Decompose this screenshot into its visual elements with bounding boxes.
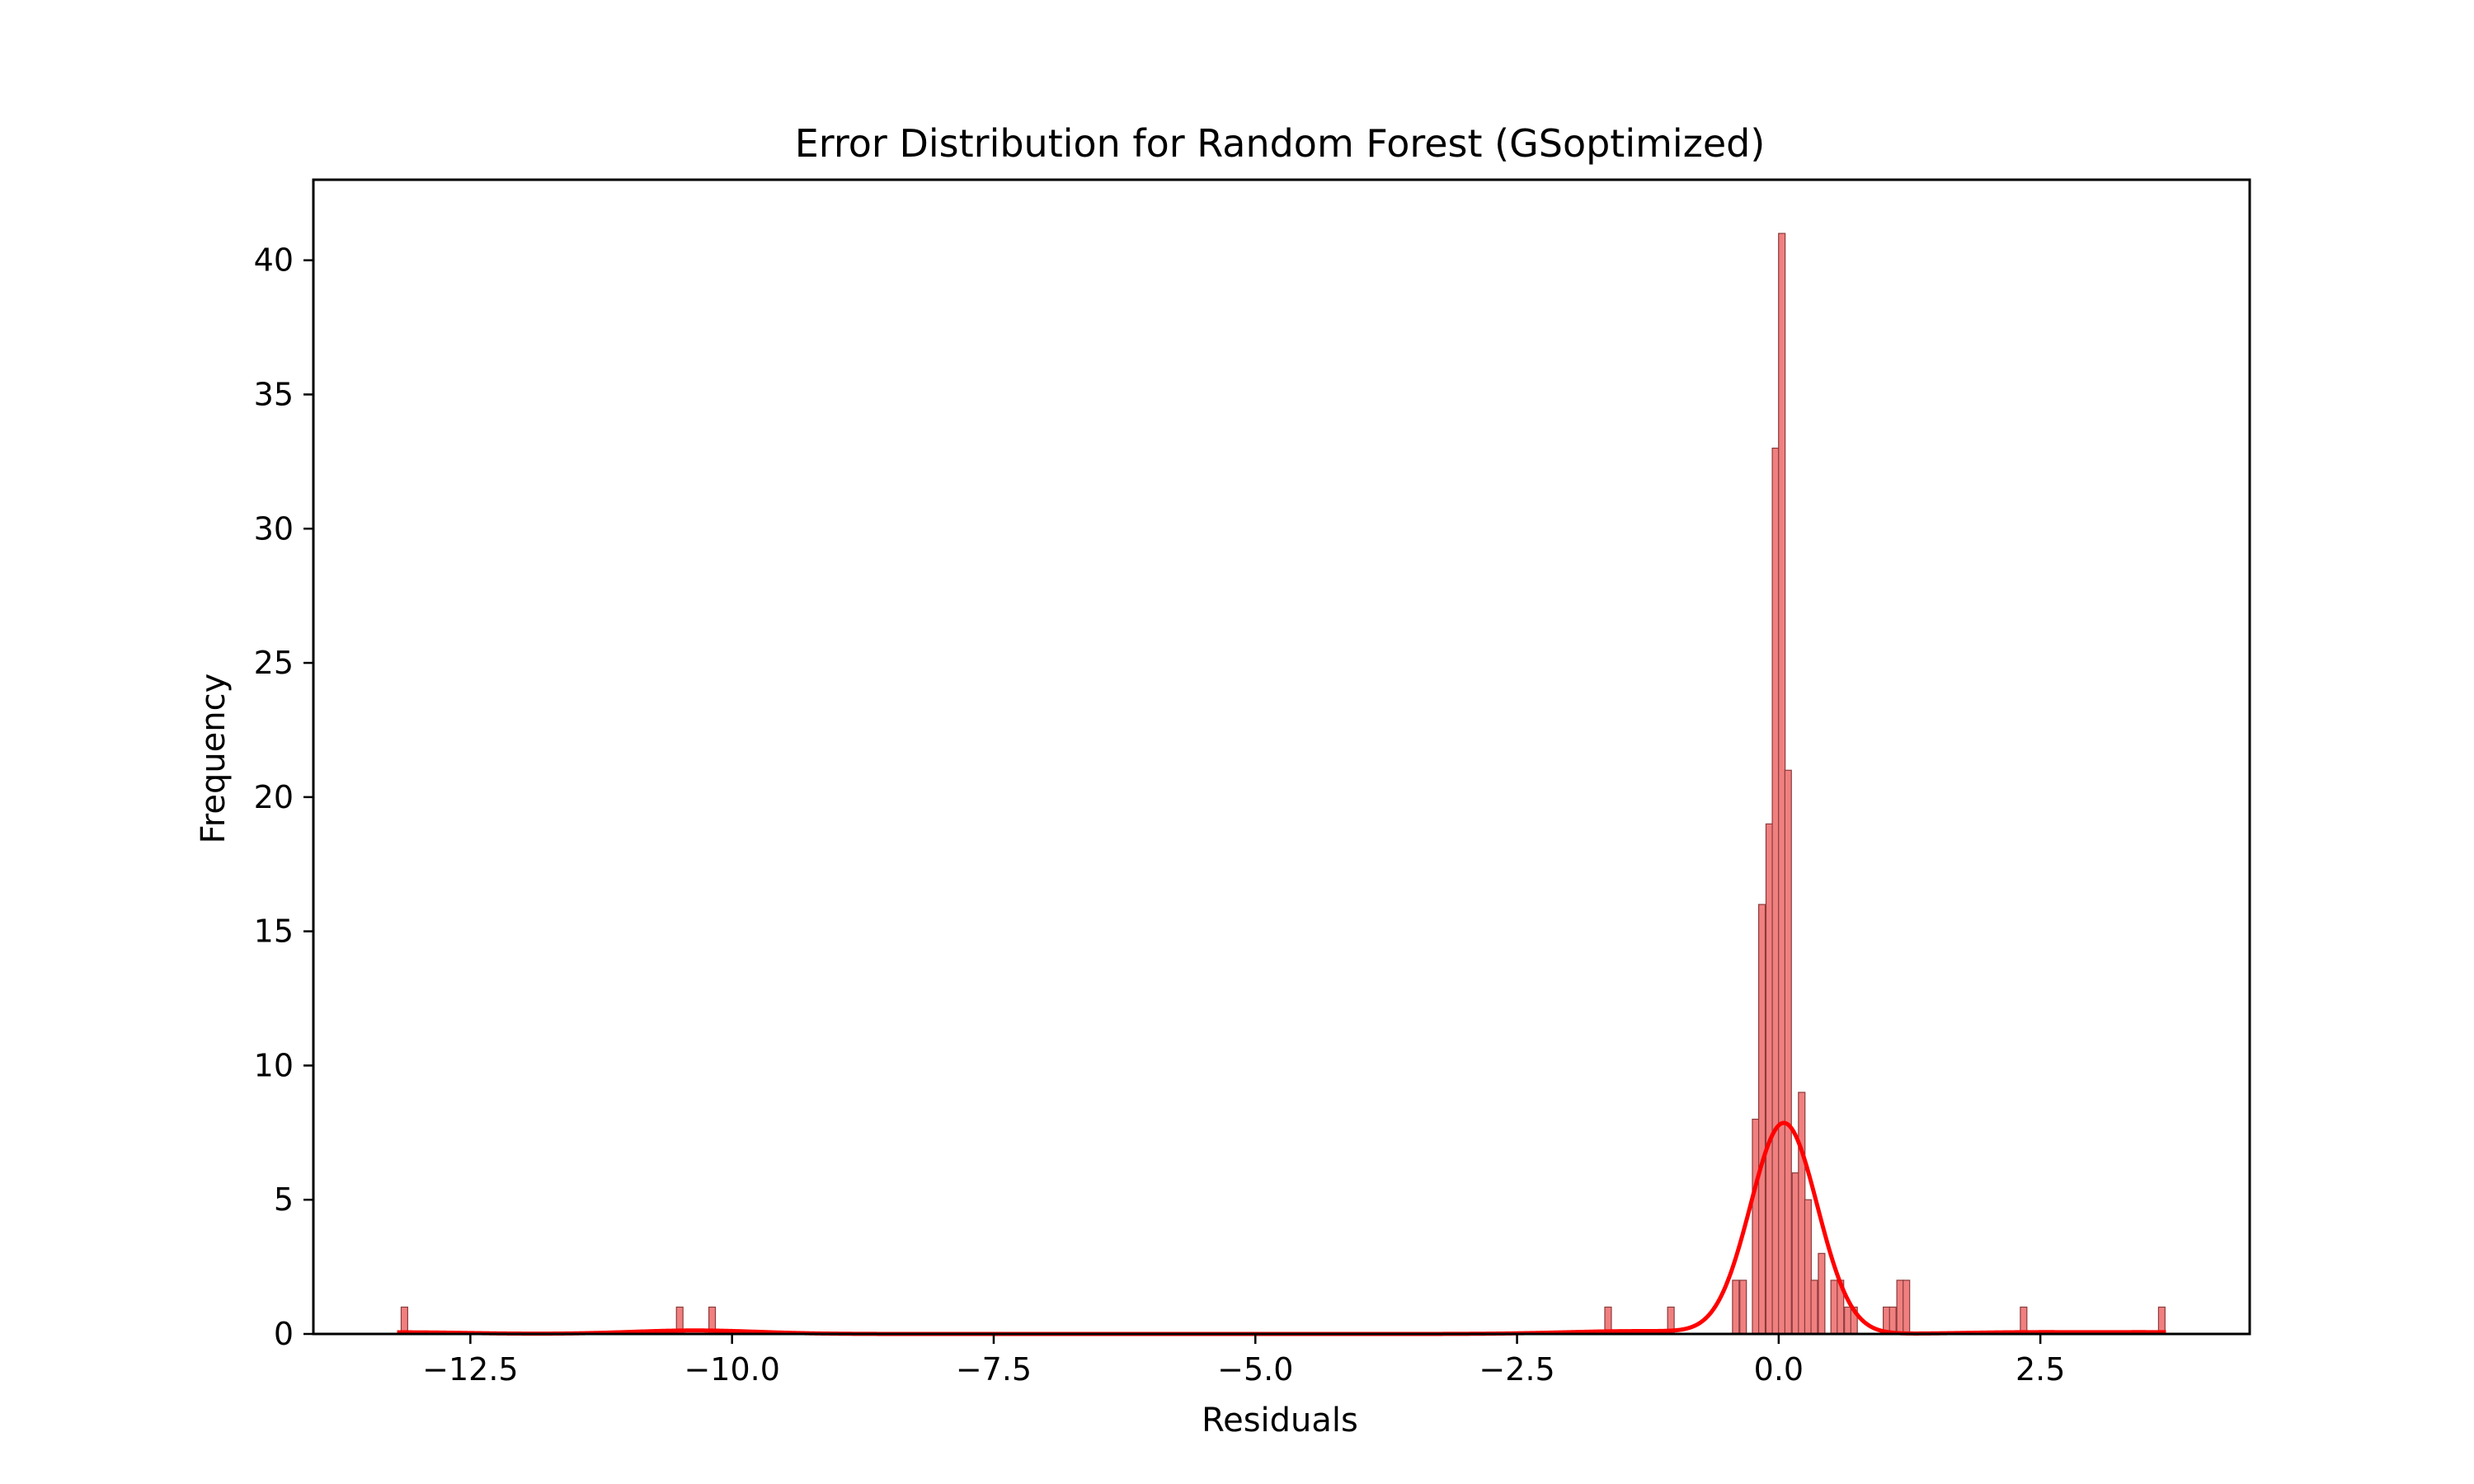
histogram-bar <box>1888 1306 1897 1335</box>
y-tick-label: 30 <box>254 510 294 547</box>
histogram-bar <box>1830 1280 1838 1335</box>
x-tick-label: −10.0 <box>684 1351 779 1388</box>
x-axis-label: Residuals <box>1202 1402 1358 1439</box>
histogram-bar <box>2020 1306 2028 1335</box>
histogram-bar <box>1844 1306 1852 1335</box>
x-tick-label: −12.5 <box>422 1351 518 1388</box>
histogram-bar <box>2157 1306 2166 1335</box>
y-tick-label: 0 <box>274 1316 294 1352</box>
histogram-bar <box>1896 1280 1904 1335</box>
y-tick-label: 10 <box>254 1047 294 1083</box>
histogram-bar <box>1798 1092 1806 1335</box>
histogram-bar <box>1778 232 1786 1335</box>
histogram-bar <box>1732 1280 1740 1335</box>
histogram-bar <box>1771 447 1780 1335</box>
x-tick-label: 2.5 <box>2015 1351 2065 1388</box>
histogram-bar <box>1757 904 1766 1335</box>
y-axis-ticks: 0 5 10 15 20 25 30 35 40 <box>254 242 313 1352</box>
histogram-bar <box>1752 1118 1760 1335</box>
histogram-bar <box>1804 1199 1812 1335</box>
histogram-bar <box>1765 823 1774 1335</box>
histogram-bar <box>1818 1252 1826 1335</box>
histogram-bar <box>1739 1280 1747 1335</box>
histogram-bar <box>1791 1172 1799 1335</box>
y-tick-label: 40 <box>254 242 294 279</box>
x-tick-label: 0.0 <box>1754 1351 1804 1388</box>
x-tick-label: −7.5 <box>956 1351 1032 1388</box>
histogram-bar <box>400 1306 408 1335</box>
x-axis-ticks: −12.5 −10.0 −7.5 −5.0 −2.5 0.0 2.5 <box>422 1334 2065 1388</box>
y-tick-label: 20 <box>254 779 294 815</box>
histogram-bar <box>1903 1280 1911 1335</box>
y-tick-label: 15 <box>254 913 294 950</box>
y-tick-label: 25 <box>254 645 294 681</box>
histogram-bar <box>1810 1280 1818 1335</box>
histogram-bars <box>400 232 2166 1335</box>
y-axis-label: Frequency <box>195 674 233 844</box>
plot-frame <box>312 178 2251 1336</box>
chart-title: Error Distribution for Random Forest (GS… <box>795 121 1766 166</box>
y-tick-label: 5 <box>274 1181 294 1218</box>
y-tick-label: 35 <box>254 376 294 412</box>
histogram-bar <box>1784 769 1792 1335</box>
x-tick-label: −2.5 <box>1479 1351 1554 1388</box>
x-tick-label: −5.0 <box>1217 1351 1293 1388</box>
